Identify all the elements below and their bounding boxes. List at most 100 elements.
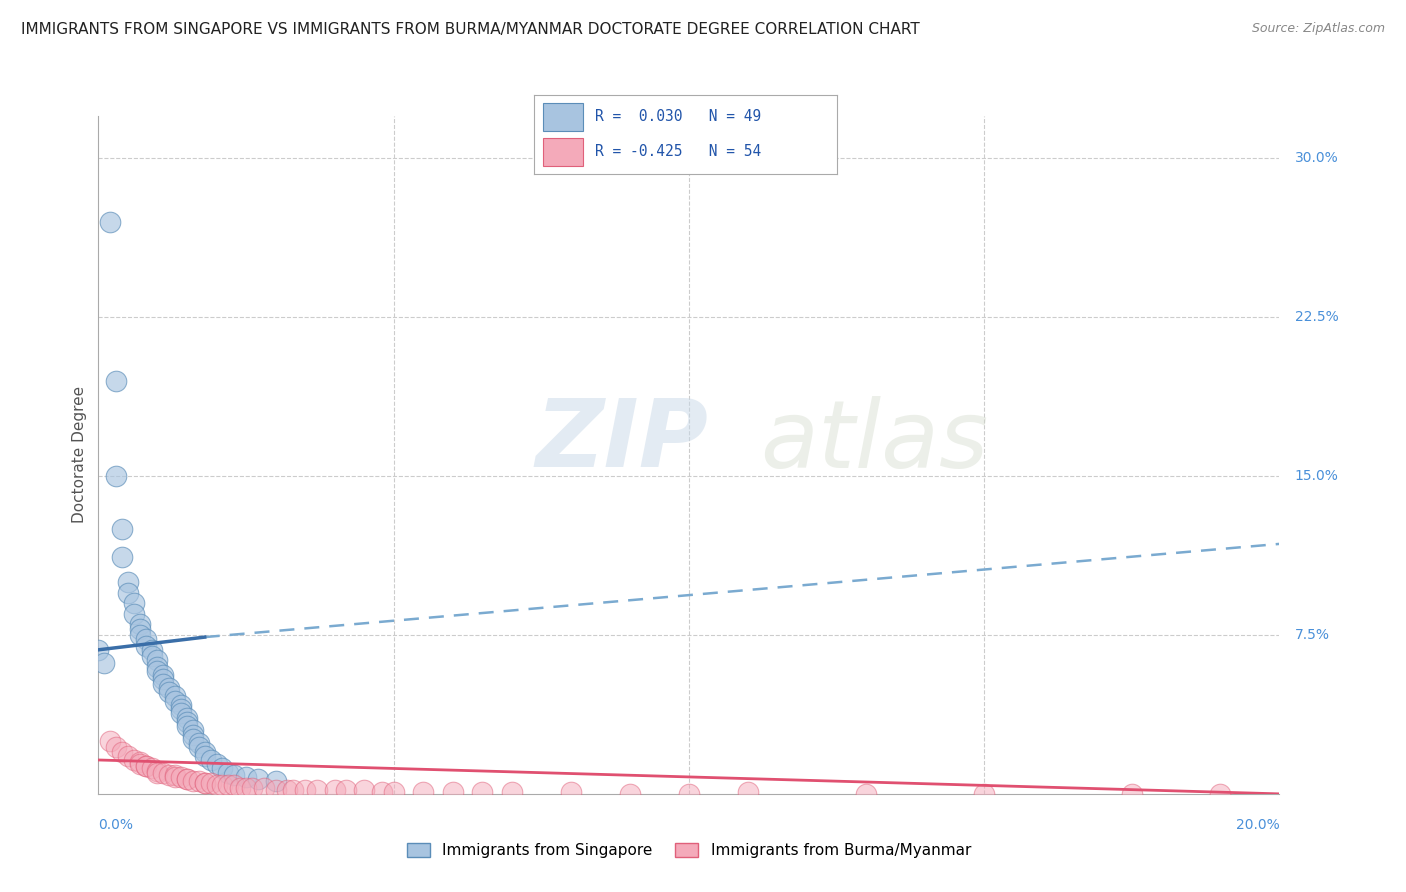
Point <box>165 770 187 784</box>
Point <box>181 731 204 746</box>
Point <box>181 723 204 738</box>
Point <box>211 778 233 792</box>
Point <box>187 774 209 789</box>
Point <box>98 734 121 748</box>
Point <box>305 782 328 797</box>
Point <box>152 765 174 780</box>
Point <box>128 757 150 772</box>
Point <box>93 656 115 670</box>
Point <box>128 755 150 769</box>
Point <box>122 607 145 621</box>
Bar <box>543 103 582 131</box>
Point <box>200 776 222 790</box>
Point <box>176 710 198 724</box>
Point <box>122 596 145 610</box>
Point <box>217 765 239 780</box>
Point <box>128 628 150 642</box>
Point <box>211 761 233 775</box>
Point <box>135 639 157 653</box>
Point <box>187 740 209 755</box>
Point <box>246 772 269 786</box>
Point <box>146 764 169 778</box>
Point <box>165 694 187 708</box>
Point <box>200 753 222 767</box>
Point <box>146 765 169 780</box>
Point <box>371 785 394 799</box>
Text: atlas: atlas <box>759 396 988 487</box>
Point <box>165 690 187 704</box>
Point <box>737 785 759 799</box>
Point <box>157 681 180 695</box>
Point <box>157 768 180 782</box>
Point <box>276 782 298 797</box>
Point <box>205 778 228 792</box>
Point <box>117 574 139 589</box>
Point <box>194 744 217 758</box>
Point <box>323 782 346 797</box>
Point <box>1209 787 1232 801</box>
Point <box>560 785 582 799</box>
Point <box>205 757 228 772</box>
Point <box>229 780 252 795</box>
Point <box>224 768 246 782</box>
Point <box>187 736 209 750</box>
Point <box>181 774 204 789</box>
Text: IMMIGRANTS FROM SINGAPORE VS IMMIGRANTS FROM BURMA/MYANMAR DOCTORATE DEGREE CORR: IMMIGRANTS FROM SINGAPORE VS IMMIGRANTS … <box>21 22 920 37</box>
Point <box>141 761 163 775</box>
Point <box>224 778 246 792</box>
Point <box>135 759 157 773</box>
Point <box>135 759 157 773</box>
Point <box>135 632 157 647</box>
Point <box>501 785 523 799</box>
Point <box>146 664 169 678</box>
Point <box>152 676 174 690</box>
Text: 7.5%: 7.5% <box>1295 628 1330 642</box>
Point <box>98 215 121 229</box>
Point <box>152 668 174 682</box>
Point <box>146 653 169 667</box>
Point <box>353 782 375 797</box>
Point <box>973 787 995 801</box>
Text: ZIP: ZIP <box>536 395 709 487</box>
Text: R =  0.030   N = 49: R = 0.030 N = 49 <box>595 109 761 124</box>
Point <box>335 782 357 797</box>
Text: 15.0%: 15.0% <box>1295 469 1339 483</box>
Point <box>117 585 139 599</box>
Point <box>235 770 257 784</box>
Point <box>294 782 316 797</box>
Point <box>170 770 193 784</box>
Point <box>157 685 180 699</box>
Point <box>264 774 287 789</box>
Point <box>105 469 128 483</box>
Point <box>235 780 257 795</box>
Point <box>105 374 128 388</box>
Point <box>141 642 163 657</box>
Point <box>111 522 134 536</box>
Point <box>176 714 198 729</box>
Point <box>111 549 134 564</box>
Point <box>87 642 110 657</box>
Point <box>855 787 877 801</box>
Point <box>170 698 193 712</box>
Point <box>111 744 134 758</box>
Point <box>146 660 169 674</box>
Text: R = -0.425   N = 54: R = -0.425 N = 54 <box>595 145 761 160</box>
Point <box>1121 787 1143 801</box>
Y-axis label: Doctorate Degree: Doctorate Degree <box>72 386 87 524</box>
Point <box>165 768 187 782</box>
Bar <box>543 138 582 166</box>
Point <box>194 776 217 790</box>
Point <box>170 702 193 716</box>
Point <box>441 785 464 799</box>
Point <box>105 740 128 755</box>
Point <box>471 785 494 799</box>
Point <box>176 772 198 786</box>
Point <box>152 673 174 687</box>
Point <box>264 782 287 797</box>
Text: Source: ZipAtlas.com: Source: ZipAtlas.com <box>1251 22 1385 36</box>
Text: 30.0%: 30.0% <box>1295 152 1339 165</box>
Point <box>128 622 150 636</box>
Point <box>678 787 700 801</box>
Point <box>128 617 150 632</box>
Point <box>194 776 217 790</box>
